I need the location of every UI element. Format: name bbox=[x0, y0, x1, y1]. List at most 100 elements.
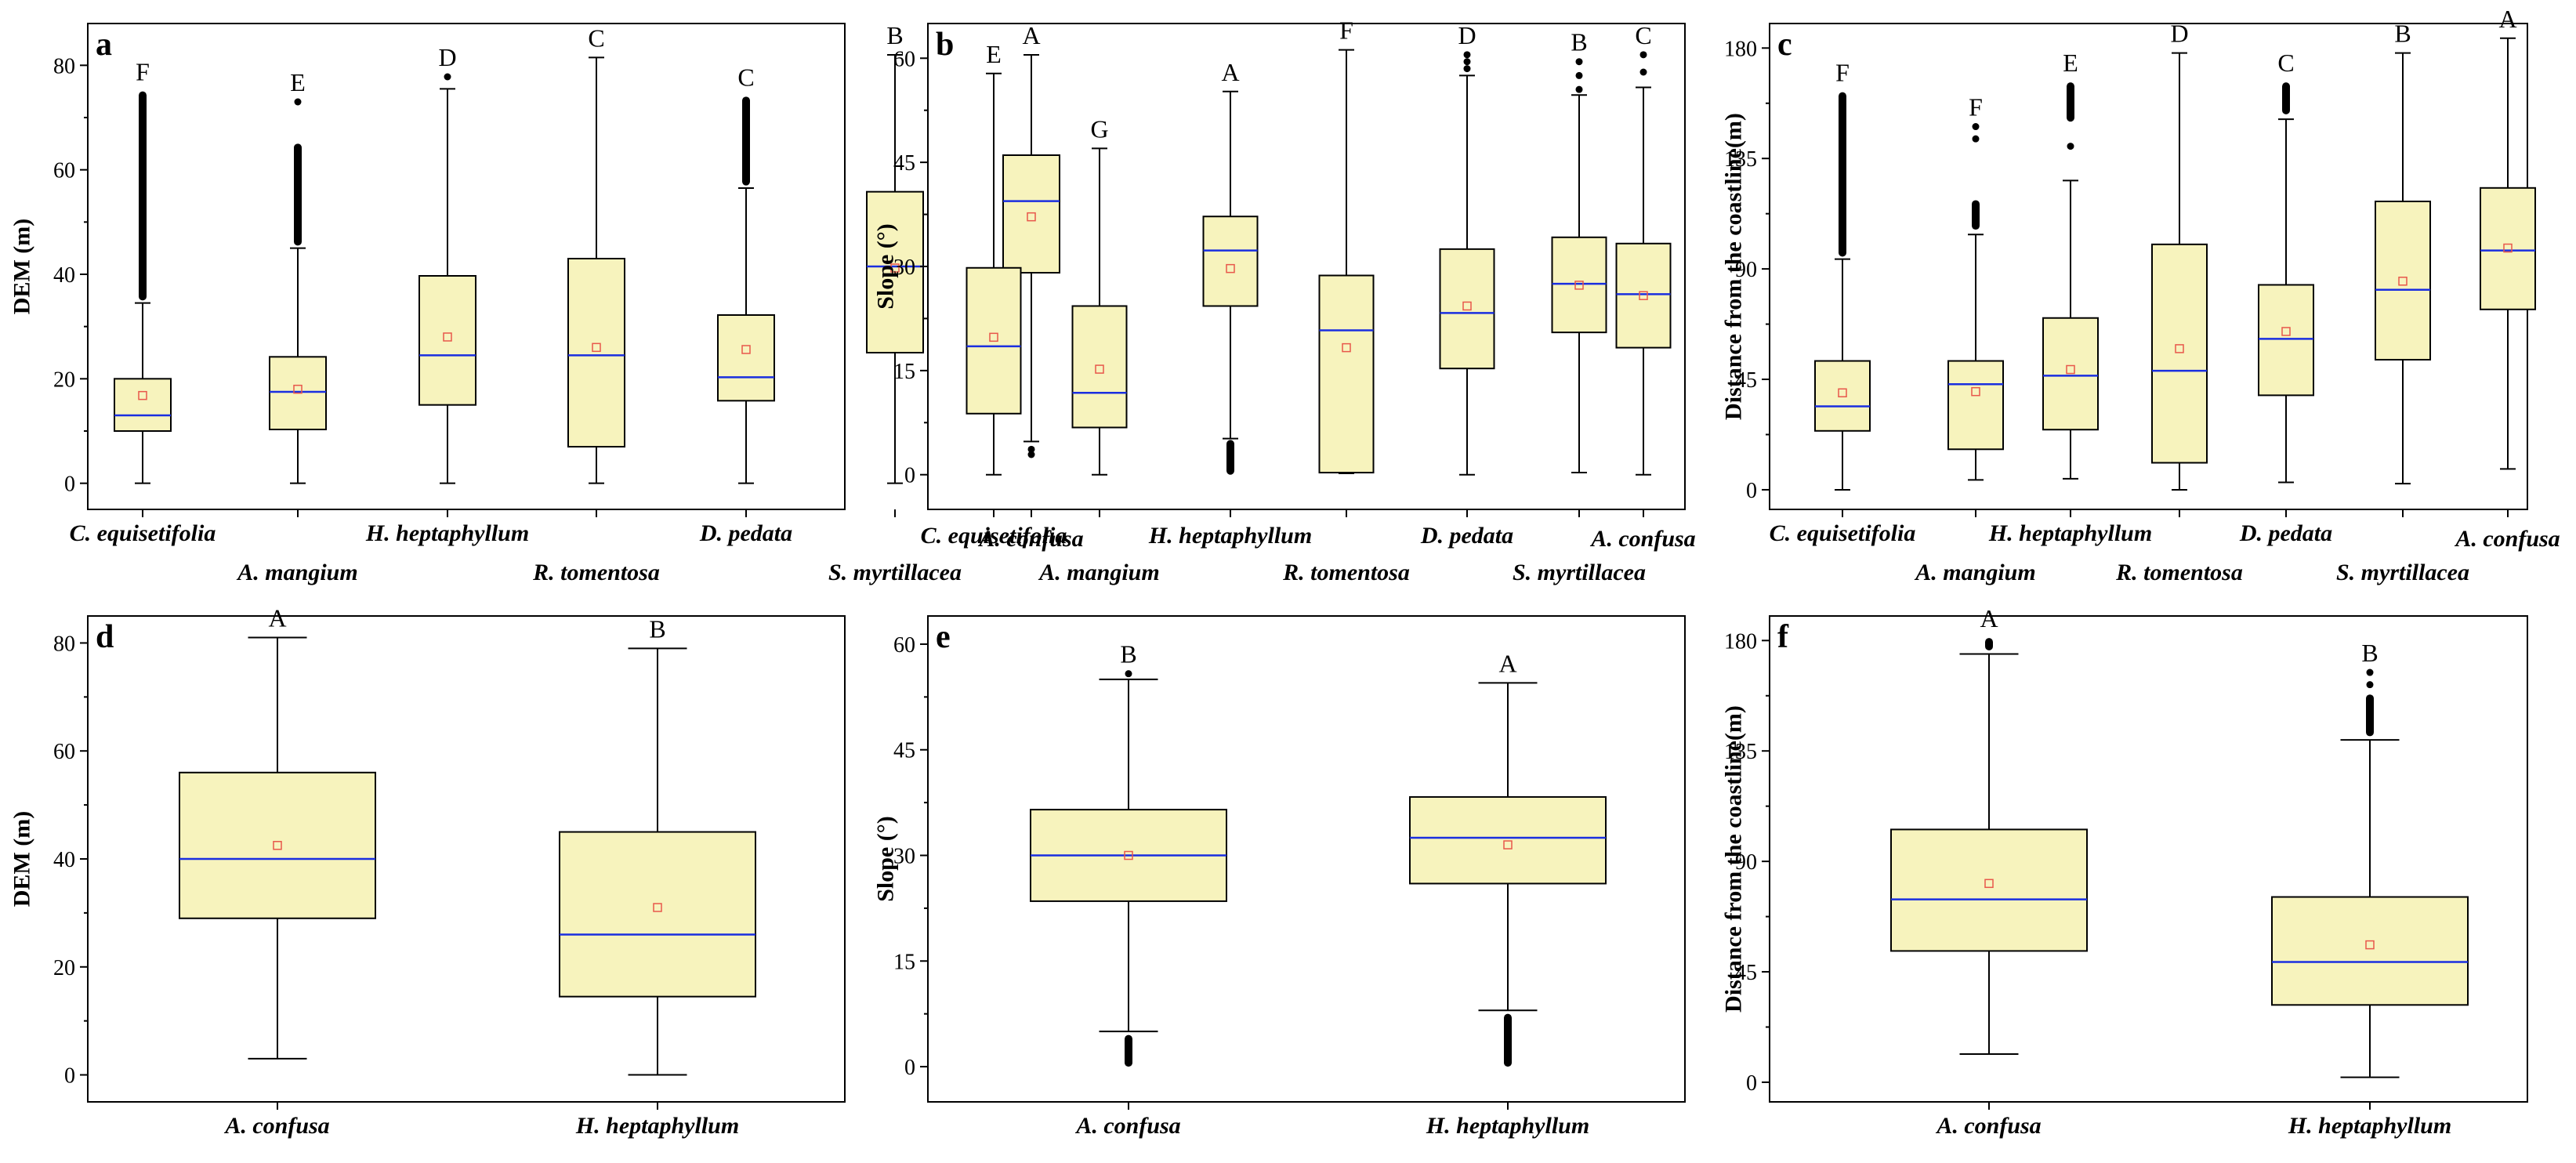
outlier-cluster bbox=[1972, 200, 1980, 230]
significance-letter: B bbox=[1571, 28, 1587, 56]
significance-letter: F bbox=[1835, 59, 1850, 87]
significance-letter: F bbox=[136, 58, 150, 86]
mean-marker bbox=[1838, 388, 1847, 398]
box-iqr bbox=[1409, 795, 1607, 885]
y-axis-title-e: Slope (°) bbox=[873, 816, 899, 902]
outlier-cluster bbox=[2282, 82, 2290, 114]
significance-letter: A bbox=[1498, 649, 1516, 677]
ytick-label: 90 bbox=[1735, 850, 1757, 875]
outlier-cluster bbox=[1125, 1034, 1132, 1067]
mean-marker bbox=[1124, 850, 1133, 860]
significance-letter: C bbox=[1635, 21, 1651, 49]
y-axis-title-c: Distance from the coastline(m) bbox=[1721, 113, 1747, 420]
ytick-label: 180 bbox=[1724, 629, 1757, 654]
outlier-point bbox=[1125, 670, 1132, 678]
ytick-label: 15 bbox=[893, 950, 915, 974]
box-iqr bbox=[559, 831, 756, 998]
x-category-label: D. pedata bbox=[2239, 520, 2332, 546]
x-category-label: A. confusa bbox=[1589, 526, 1695, 552]
mean-marker bbox=[592, 342, 601, 353]
x-category-label: H. heptaphyllum bbox=[1148, 523, 1312, 549]
outlier-point bbox=[1575, 71, 1583, 79]
x-category-label: A. mangium bbox=[236, 560, 357, 585]
x-category-label: A. mangium bbox=[1038, 560, 1159, 585]
mean-marker bbox=[1574, 281, 1584, 290]
x-category-label: C. equisetifolia bbox=[70, 520, 216, 546]
mean-marker bbox=[2066, 364, 2075, 375]
outlier-point bbox=[294, 98, 302, 106]
box-iqr bbox=[1002, 154, 1060, 274]
outlier-point bbox=[1027, 451, 1035, 458]
ytick-label: 135 bbox=[1724, 147, 1757, 172]
mean-marker bbox=[890, 263, 900, 273]
ytick-label: 80 bbox=[53, 54, 75, 78]
panel-letter-c: c bbox=[1777, 27, 1792, 63]
ytick-label: 15 bbox=[893, 360, 915, 384]
box-iqr bbox=[2258, 284, 2314, 397]
significance-letter: F bbox=[1339, 16, 1353, 45]
ytick-label: 45 bbox=[1735, 368, 1757, 393]
outlier-point bbox=[1972, 123, 1980, 131]
significance-letter: E bbox=[290, 68, 306, 96]
mean-marker bbox=[1984, 879, 1994, 889]
significance-letter: A bbox=[1221, 58, 1239, 86]
outlier-cluster bbox=[742, 96, 750, 186]
outlier-point bbox=[2067, 143, 2074, 150]
x-category-label: H. heptaphyllum bbox=[1988, 520, 2152, 546]
significance-letter: E bbox=[986, 40, 1002, 68]
box-iqr bbox=[1947, 360, 2004, 451]
outlier-point bbox=[444, 73, 451, 81]
ytick-label: 60 bbox=[53, 159, 75, 183]
mean-marker bbox=[1503, 840, 1513, 850]
ytick-label: 30 bbox=[893, 845, 915, 869]
significance-letter: E bbox=[2063, 49, 2078, 77]
box-iqr bbox=[567, 258, 625, 447]
outlier-point bbox=[1463, 58, 1471, 66]
box-iqr bbox=[1071, 305, 1128, 429]
ytick-label: 0 bbox=[904, 1056, 915, 1080]
x-category-label: D. pedata bbox=[699, 520, 792, 546]
x-category-label: A. confusa bbox=[977, 526, 1083, 552]
mean-marker bbox=[1027, 212, 1036, 222]
panel-letter-b: b bbox=[936, 27, 954, 63]
outlier-point bbox=[1639, 51, 1647, 59]
mean-marker bbox=[653, 903, 662, 912]
outlier-cluster bbox=[1226, 440, 1234, 475]
ytick-label: 60 bbox=[893, 633, 915, 658]
x-category-label: A. confusa bbox=[2454, 526, 2560, 552]
significance-letter: B bbox=[1120, 640, 1136, 668]
significance-letter: A bbox=[1022, 21, 1040, 49]
outlier-point bbox=[1972, 135, 1980, 143]
significance-letter: A bbox=[2498, 5, 2516, 33]
mean-marker bbox=[2175, 344, 2184, 353]
significance-letter: D bbox=[438, 43, 456, 71]
x-category-label: S. myrtillacea bbox=[2336, 560, 2469, 585]
x-category-label: C. equisetifolia bbox=[1770, 520, 1916, 546]
outlier-point bbox=[1463, 65, 1471, 73]
box-iqr bbox=[2151, 243, 2208, 464]
outlier-cluster bbox=[139, 91, 147, 301]
mean-marker bbox=[293, 384, 303, 394]
mean-marker bbox=[1639, 291, 1648, 300]
y-axis-title-b: Slope (°) bbox=[873, 223, 899, 310]
outlier-point bbox=[1575, 85, 1583, 93]
ytick-label: 40 bbox=[53, 263, 75, 288]
box-iqr bbox=[1814, 360, 1871, 432]
mean-marker bbox=[2281, 327, 2291, 336]
outlier-point bbox=[1639, 68, 1647, 76]
outlier-point bbox=[1575, 58, 1583, 66]
ytick-label: 45 bbox=[1735, 961, 1757, 985]
x-category-label: H. heptaphyllum bbox=[575, 1113, 739, 1139]
ytick-label: 135 bbox=[1724, 740, 1757, 764]
ytick-label: 45 bbox=[893, 151, 915, 176]
ytick-label: 90 bbox=[1735, 258, 1757, 282]
significance-letter: C bbox=[2277, 49, 2294, 77]
box-iqr bbox=[1318, 274, 1375, 474]
x-category-label: A. confusa bbox=[223, 1113, 329, 1139]
ytick-label: 0 bbox=[1746, 479, 1757, 503]
x-category-label: D. pedata bbox=[1420, 523, 1513, 549]
significance-letter: C bbox=[588, 24, 604, 52]
axes-frame-f bbox=[1769, 615, 2528, 1103]
significance-letter: B bbox=[649, 614, 665, 643]
